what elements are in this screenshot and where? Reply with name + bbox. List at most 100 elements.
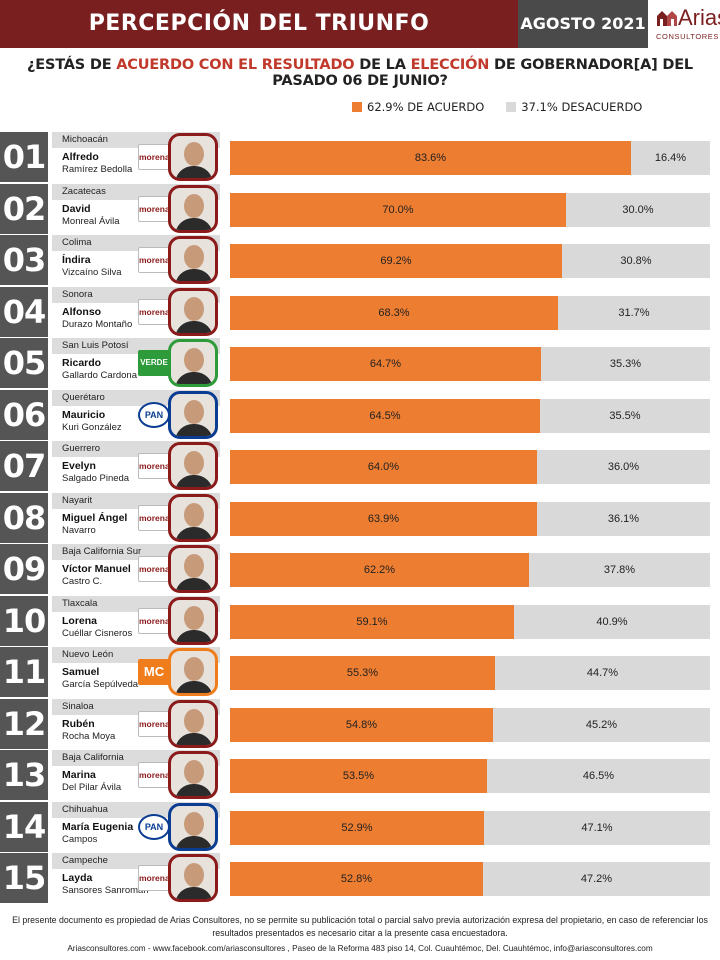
bar-disagree: 45.2%: [493, 707, 710, 742]
candidate-info: Querétaro Mauricio Kuri González PAN: [52, 389, 220, 440]
bar-agree: 64.0%: [230, 450, 537, 484]
candidate-row: 04 Sonora Alfonso Durazo Montaño morena 68.3%…: [0, 286, 720, 337]
bar-disagree: 31.7%: [558, 295, 710, 330]
logo-name: Arias: [678, 5, 720, 30]
rank-number: 15: [0, 853, 48, 903]
bar-disagree: 40.9%: [514, 604, 710, 639]
bar-disagree: 36.1%: [537, 501, 710, 536]
bar-disagree: 30.0%: [566, 192, 710, 227]
candidate-photo: [168, 390, 218, 439]
candidate-info: Michoacán Alfredo Ramírez Bedolla morena: [52, 132, 220, 182]
logo-subtitle: CONSULTORES: [656, 32, 720, 41]
candidate-info: Baja California Marina Del Pilar Ávila more…: [52, 750, 220, 800]
candidate-info: Sinaloa Rubén Rocha Moya morena: [52, 698, 220, 749]
candidate-first-name: Marina: [62, 769, 96, 781]
candidate-photo: [168, 236, 218, 284]
photo-head: [184, 863, 204, 887]
candidate-info: Tlaxcala Lorena Cuéllar Cisneros morena: [52, 595, 220, 646]
photo-body: [175, 887, 213, 899]
candidate-last-name: Ramírez Bedolla: [62, 164, 133, 175]
bar-disagree: 37.8%: [529, 553, 710, 587]
question-highlight: ACUERDO CON EL RESULTADO: [116, 57, 355, 73]
photo-head: [184, 348, 204, 372]
candidate-photo: [168, 596, 218, 645]
candidate-first-name: Alfonso: [62, 305, 102, 318]
photo-body: [175, 784, 213, 796]
legend-swatch-agree: [352, 102, 362, 112]
candidate-row: 10 Tlaxcala Lorena Cuéllar Cisneros morena 59…: [0, 595, 720, 646]
photo-body: [175, 835, 213, 848]
candidate-first-name: Lorena: [62, 614, 98, 627]
candidate-last-name: Navarro: [62, 524, 96, 536]
candidate-last-name: Vizcaíno Silva: [62, 267, 122, 278]
bar-agree: 64.7%: [230, 347, 541, 381]
photo-head: [184, 296, 204, 321]
header-title-background: [0, 0, 518, 48]
bar-agree: 52.9%: [230, 810, 484, 845]
bar-agree: 53.5%: [230, 759, 487, 793]
candidate-first-name: Ricardo: [62, 357, 102, 369]
bar-agree: 54.8%: [230, 707, 493, 742]
bar-agree: 55.3%: [230, 656, 495, 690]
party-logo-icon: morena: [138, 865, 170, 891]
candidate-photo: [168, 751, 218, 799]
chart-legend: 62.9% DE ACUERDO 37.1% DESACUERDO: [352, 100, 664, 114]
legend-item-disagree: 37.1% DESACUERDO: [506, 100, 642, 114]
party-logo-icon: morena: [138, 453, 170, 479]
candidate-first-name: Víctor Manuel: [62, 563, 131, 575]
candidate-info: Guerrero Evelyn Salgado Pineda morena: [52, 441, 220, 491]
candidate-photo: [168, 133, 218, 181]
photo-head: [184, 502, 204, 527]
rank-number: 02: [0, 183, 48, 234]
photo-head: [184, 399, 204, 424]
party-logo-icon: VERDE: [138, 350, 170, 376]
photo-head: [184, 554, 204, 578]
rank-number: 04: [0, 286, 48, 337]
candidate-photo: [168, 493, 218, 542]
photo-head: [184, 760, 204, 784]
candidate-last-name: Durazo Montaño: [62, 318, 133, 330]
candidate-photo: [168, 648, 218, 696]
rank-number: 08: [0, 492, 48, 543]
photo-head: [184, 811, 204, 836]
photo-body: [175, 475, 213, 487]
candidate-info: Nuevo León Samuel García Sepúlveda MC: [52, 647, 220, 697]
candidate-row: 11 Nuevo León Samuel García Sepúlveda MC 55.3…: [0, 647, 720, 697]
candidate-last-name: Salgado Pineda: [62, 473, 130, 484]
candidate-row: 01 Michoacán Alfredo Ramírez Bedolla morena 8…: [0, 132, 720, 182]
candidate-info: San Luis Potosí Ricardo Gallardo Cardona VE…: [52, 338, 220, 388]
candidate-last-name: García Sepúlveda: [62, 679, 139, 690]
candidate-last-name: Campos: [62, 833, 98, 845]
party-logo-icon: morena: [138, 298, 170, 325]
party-logo-icon: morena: [138, 195, 170, 222]
photo-body: [175, 526, 213, 539]
photo-head: [184, 142, 204, 166]
rank-number: 05: [0, 338, 48, 388]
candidate-last-name: Rocha Moya: [62, 730, 116, 742]
bar-agree: 62.2%: [230, 553, 529, 587]
bar-disagree: 36.0%: [537, 450, 710, 484]
candidate-photo: [168, 287, 218, 336]
candidate-first-name: David: [62, 202, 91, 215]
photo-body: [175, 269, 213, 281]
candidate-row: 06 Querétaro Mauricio Kuri González PAN 64.5%…: [0, 389, 720, 440]
arias-logo: Arias CONSULTORES: [648, 0, 720, 48]
party-logo-icon: morena: [138, 607, 170, 634]
photo-head: [184, 605, 204, 630]
candidate-row: 07 Guerrero Evelyn Salgado Pineda morena 64.0…: [0, 441, 720, 491]
candidate-info: Baja California Sur Víctor Manuel Castro C…: [52, 544, 220, 594]
house-logo-icon: [657, 11, 677, 26]
candidate-photo: [168, 854, 218, 902]
candidate-last-name: Monreal Ávila: [62, 215, 120, 227]
party-logo-icon: morena: [138, 710, 170, 737]
candidate-info: Campeche Layda Sansores Sanromán morena: [52, 853, 220, 903]
rank-number: 12: [0, 698, 48, 749]
photo-body: [175, 732, 213, 745]
photo-body: [175, 423, 213, 436]
photo-head: [184, 451, 204, 475]
rank-number: 03: [0, 235, 48, 285]
footer-disclaimer: El presente documento es propiedad de Ar…: [12, 915, 708, 938]
rank-number: 11: [0, 647, 48, 697]
candidate-first-name: Rubén: [62, 717, 95, 730]
party-logo-icon: PAN: [138, 813, 170, 840]
